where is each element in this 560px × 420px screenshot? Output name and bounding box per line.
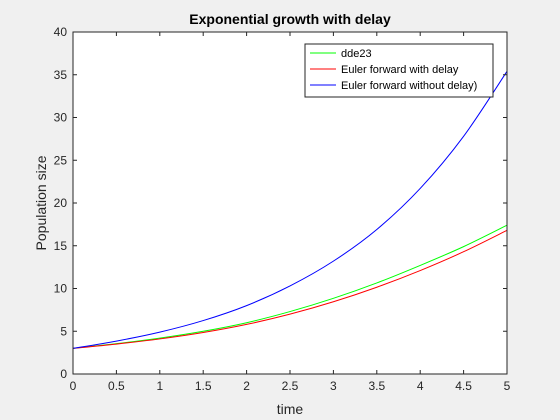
legend-box bbox=[304, 43, 494, 98]
series-layer bbox=[72, 71, 508, 349]
y-tick-label: 10 bbox=[54, 282, 68, 296]
legend-label-1: dde23 bbox=[341, 48, 372, 60]
y-tick-label: 40 bbox=[54, 25, 68, 39]
series-line-1 bbox=[72, 224, 508, 349]
y-axis-ticks: 0 5 10 15 20 25 30 35 40 bbox=[54, 25, 507, 381]
y-tick-label: 35 bbox=[54, 68, 68, 82]
chart-title: Exponential growth with delay bbox=[189, 11, 391, 27]
y-tick-label: 15 bbox=[54, 239, 68, 253]
y-tick-label: 20 bbox=[54, 196, 68, 210]
series-line-3 bbox=[72, 71, 508, 349]
x-tick-label: 0.5 bbox=[108, 379, 125, 393]
x-tick-label: 5 bbox=[504, 379, 511, 393]
series-line-2 bbox=[72, 229, 508, 349]
x-axis-title: time bbox=[277, 401, 304, 417]
legend: dde23 Euler forward with delay Euler forwa… bbox=[304, 43, 494, 98]
x-tick-label: 1 bbox=[156, 379, 163, 393]
x-tick-label: 4.5 bbox=[455, 379, 472, 393]
x-axis-ticks: 0 0.5 1 1.5 2 2.5 3 3.5 4 4.5 5 bbox=[70, 32, 511, 393]
x-tick-label: 3.5 bbox=[368, 379, 385, 393]
y-axis-title: Population size bbox=[33, 155, 49, 250]
y-tick-label: 0 bbox=[60, 367, 67, 381]
x-tick-label: 2 bbox=[243, 379, 250, 393]
legend-label-2: Euler forward with delay bbox=[341, 64, 459, 76]
y-tick-label: 5 bbox=[60, 324, 67, 338]
legend-label-3: Euler forward without delay) bbox=[341, 80, 477, 92]
x-tick-label: 1.5 bbox=[195, 379, 212, 393]
x-tick-label: 2.5 bbox=[282, 379, 299, 393]
y-tick-label: 30 bbox=[54, 111, 68, 125]
y-tick-label: 25 bbox=[54, 153, 68, 167]
x-tick-label: 3 bbox=[330, 379, 337, 393]
x-tick-label: 4 bbox=[417, 379, 424, 393]
x-tick-label: 0 bbox=[70, 379, 77, 393]
